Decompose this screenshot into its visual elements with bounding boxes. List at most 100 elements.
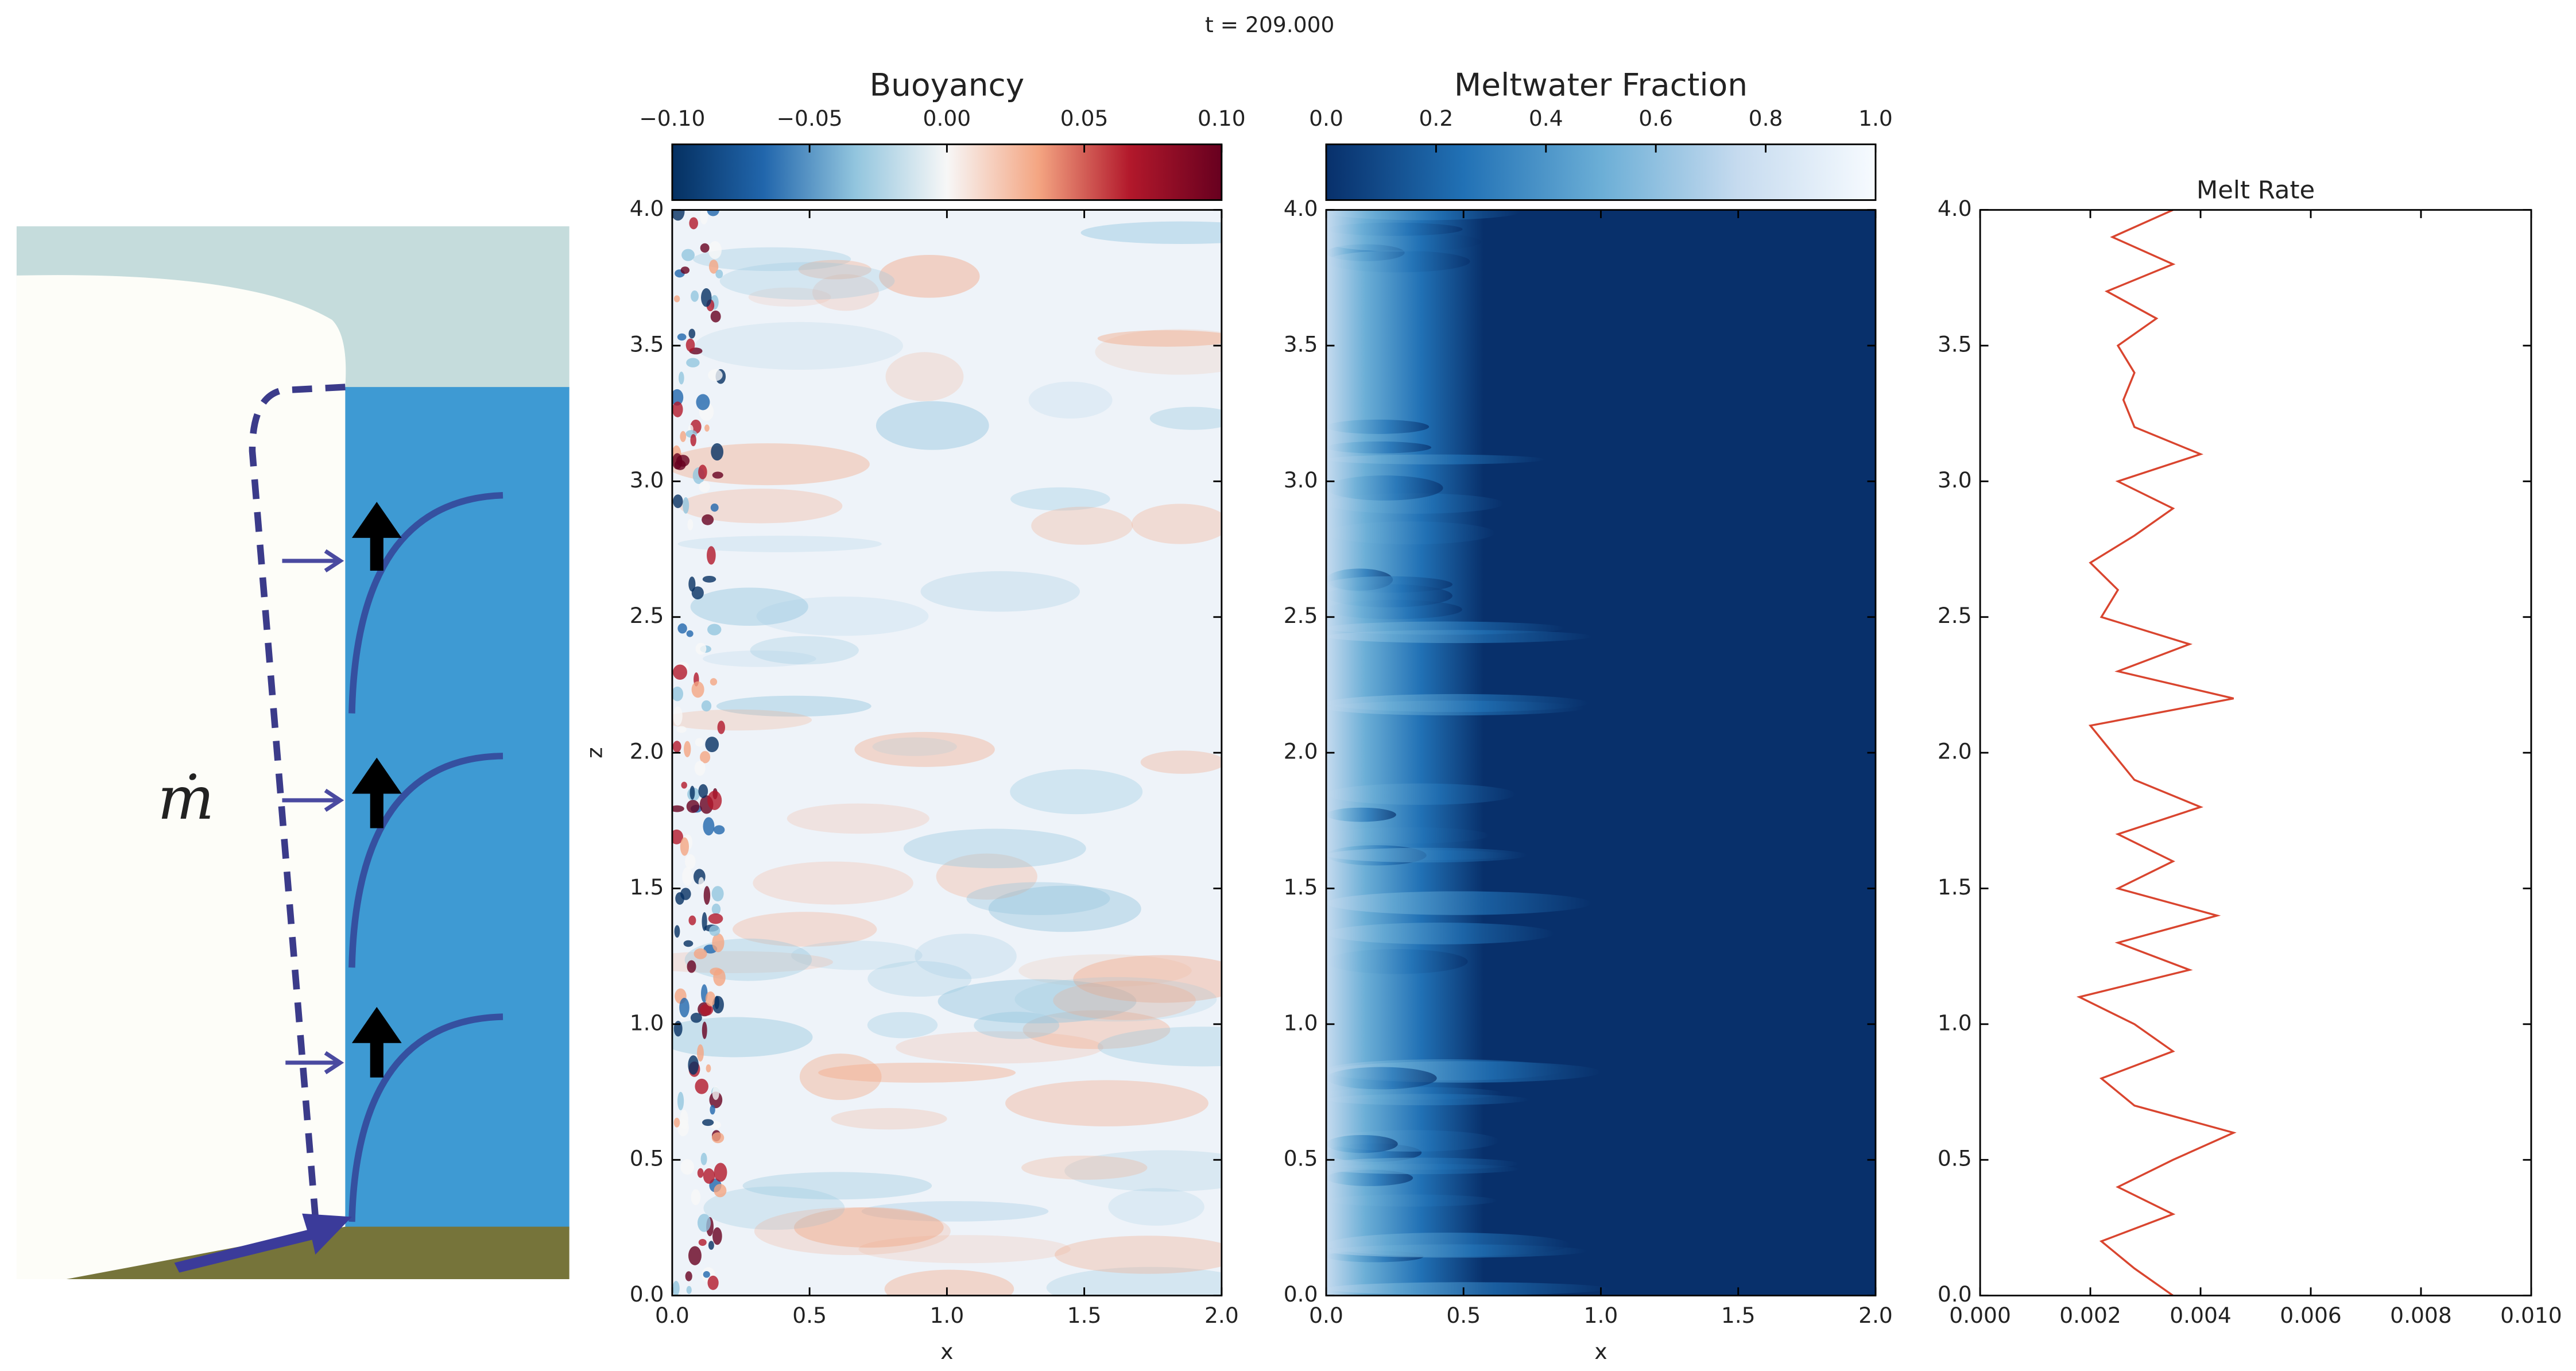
field-eddy <box>712 1086 719 1100</box>
field-eddy <box>697 1168 704 1178</box>
field-eddy <box>710 504 719 512</box>
meltwater-finger <box>1326 1233 1571 1257</box>
field-eddy <box>711 443 724 461</box>
plot-frame <box>1979 209 2532 1297</box>
meltwater-finger <box>1326 576 1452 593</box>
meltwater-finger <box>1326 1164 1520 1175</box>
field-eddy <box>714 1184 727 1198</box>
field-blob <box>732 912 877 947</box>
field-eddy <box>698 464 707 479</box>
colorbar-tick-label: 0.2 <box>1419 106 1454 131</box>
meltwater-finger <box>1326 1067 1437 1090</box>
y-tick-label: 1.5 <box>1284 874 1318 900</box>
colorbar-tick-label: 1.0 <box>1858 106 1893 131</box>
meltwater-finger <box>1326 521 1495 545</box>
field-blob <box>692 247 851 272</box>
field-eddy <box>704 424 710 432</box>
field-blob <box>831 1108 947 1130</box>
field-blob <box>858 1235 1071 1264</box>
field-eddy <box>707 546 716 565</box>
field-eddy <box>690 1013 702 1023</box>
x-tick-label: 1.5 <box>1067 1303 1102 1328</box>
field-blob <box>1046 1267 1222 1296</box>
field-eddy <box>688 328 696 339</box>
field-eddy <box>700 751 711 764</box>
field-blob <box>1097 330 1222 347</box>
x-tick-label: 2.0 <box>1858 1303 1893 1328</box>
plumes <box>348 491 503 1222</box>
suptitle: t = 209.000 <box>1205 12 1334 37</box>
y-tick-label: 0.0 <box>630 1281 664 1307</box>
field-blob <box>885 352 964 401</box>
y-tick-label: 1.5 <box>1938 874 1972 900</box>
field-eddy <box>694 948 707 959</box>
x-tick-label: 0.5 <box>1446 1303 1481 1328</box>
field-blob <box>876 401 989 450</box>
colorbar-tick-label: 0.05 <box>1060 106 1109 131</box>
field-blob <box>920 571 1080 612</box>
field-eddy <box>703 817 715 836</box>
meltwater-finger <box>1326 807 1396 822</box>
field-eddy <box>690 433 696 447</box>
meltwater-finger <box>1326 250 1470 273</box>
x-tick-label: 1.0 <box>930 1303 964 1328</box>
field-blob <box>703 650 816 667</box>
meltwater-finger <box>1326 1282 1609 1295</box>
field-eddy <box>703 886 711 905</box>
field-blob <box>690 587 808 626</box>
meltwater-finger <box>1326 949 1468 974</box>
field-blob <box>1031 506 1133 545</box>
field-blob <box>787 803 929 834</box>
field-eddy <box>691 586 704 599</box>
field-eddy <box>697 1214 711 1232</box>
field-eddy <box>708 260 719 274</box>
y-tick-label: 1.0 <box>1938 1010 1972 1036</box>
field-eddy <box>712 1227 722 1245</box>
field-eddy <box>673 494 683 508</box>
field-eddy <box>698 877 704 889</box>
field-eddy <box>708 241 722 260</box>
field-eddy <box>689 785 695 800</box>
field-eddy <box>703 1168 715 1184</box>
up-arrows <box>351 502 402 1078</box>
field-blob <box>867 961 972 997</box>
y-tick-label: 3.5 <box>1938 332 1972 357</box>
meltwater-finger <box>1326 827 1490 844</box>
field-eddy <box>708 369 723 381</box>
field-blob <box>818 1062 1016 1083</box>
x-tick-label: 0.008 <box>2390 1303 2452 1328</box>
field-eddy <box>689 217 698 230</box>
y-tick-label: 2.0 <box>630 739 664 764</box>
field-blob <box>879 254 980 298</box>
field-eddy <box>712 933 725 952</box>
field-blob <box>798 260 871 280</box>
meltwater-finger <box>1326 419 1430 434</box>
field-eddy <box>672 453 683 470</box>
field-eddy <box>711 1132 725 1144</box>
field-eddy <box>707 791 722 810</box>
field-blob <box>756 597 929 636</box>
field-blob <box>672 951 833 974</box>
field-blob <box>742 1172 932 1200</box>
x-tick-label: 0.000 <box>1949 1303 2011 1328</box>
field-blob <box>1018 954 1192 987</box>
y-tick-label: 3.0 <box>630 467 664 493</box>
field-eddy <box>708 913 723 924</box>
field-eddy <box>673 295 680 303</box>
field-eddy <box>683 497 689 514</box>
y-tick-label: 2.0 <box>1938 739 1972 764</box>
field-blob <box>1053 981 1196 1020</box>
field-eddy <box>700 210 708 224</box>
x-tick-label: 0.002 <box>2059 1303 2121 1328</box>
y-tick-label: 0.5 <box>630 1146 664 1171</box>
field-blob <box>672 709 812 731</box>
meltwater-finger <box>1326 783 1516 805</box>
x-tick-label: 1.0 <box>1584 1303 1618 1328</box>
x-tick-label: 2.0 <box>1204 1303 1239 1328</box>
field-eddy <box>672 389 684 406</box>
panel-title: Meltwater Fraction <box>1454 67 1748 103</box>
field-blob <box>1149 406 1222 430</box>
y-tick-label: 2.0 <box>1284 739 1318 764</box>
field-eddy <box>686 1285 692 1294</box>
